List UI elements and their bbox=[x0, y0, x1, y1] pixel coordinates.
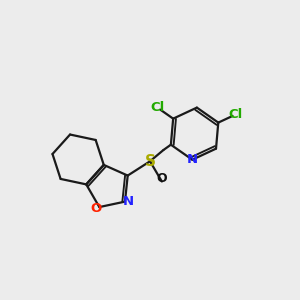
Text: O: O bbox=[91, 202, 102, 215]
Text: S: S bbox=[145, 154, 155, 169]
Text: O: O bbox=[157, 172, 167, 185]
Text: Cl: Cl bbox=[229, 108, 243, 121]
Text: N: N bbox=[122, 195, 134, 208]
Text: Cl: Cl bbox=[150, 101, 164, 114]
Text: N: N bbox=[187, 153, 198, 166]
